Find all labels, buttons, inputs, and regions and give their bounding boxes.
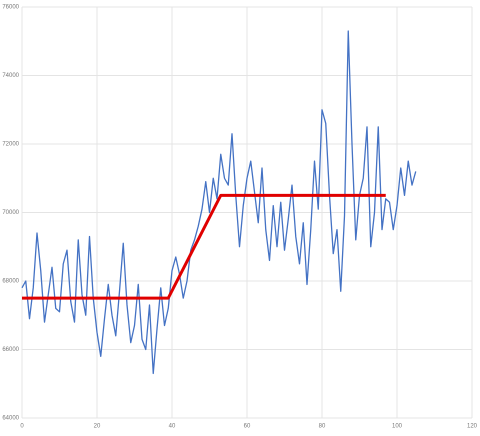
x-tick-label: 120: [467, 424, 478, 430]
series-line: [21, 30, 417, 375]
x-tick-label: 60: [244, 424, 251, 430]
y-tick-label: 74000: [2, 73, 19, 79]
y-tick-label: 68000: [2, 279, 19, 285]
y-tick-label: 76000: [2, 5, 19, 11]
y-tick-label: 66000: [2, 347, 19, 353]
x-tick-label: 0: [20, 424, 24, 430]
series-line: [22, 193, 386, 300]
y-tick-label: 70000: [2, 210, 19, 216]
x-tick-label: 20: [94, 424, 101, 430]
y-tick-label: 64000: [2, 416, 19, 422]
x-tick-label: 80: [319, 424, 326, 430]
x-tick-label: 40: [169, 424, 176, 430]
x-tick-label: 100: [392, 424, 403, 430]
y-tick-label: 72000: [2, 142, 19, 148]
